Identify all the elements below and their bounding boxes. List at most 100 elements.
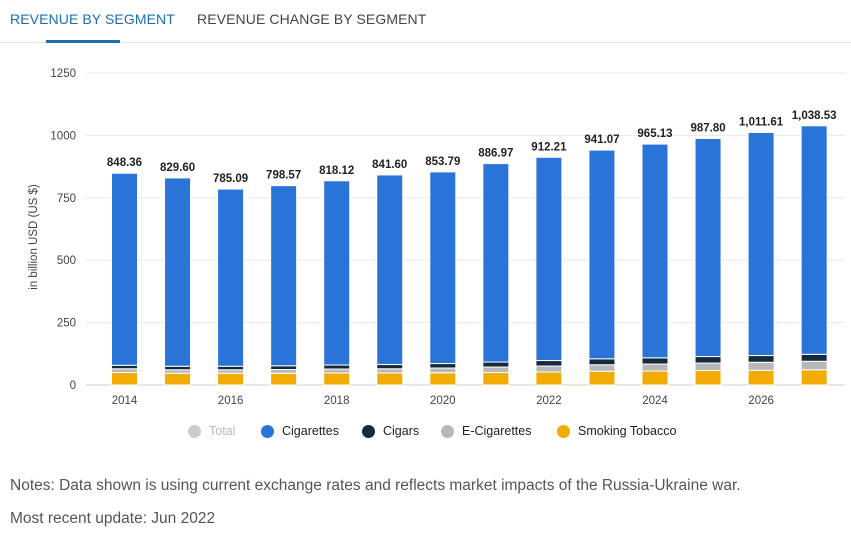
- bar-segment-e-cigarettes: [164, 369, 192, 374]
- bar-segment-cigars: [694, 356, 722, 364]
- bar-segment-e-cigarettes: [111, 368, 138, 374]
- data-label-total: 1,038.53: [792, 110, 837, 122]
- bar-segment-cigarettes: [270, 185, 298, 367]
- bar-segment-e-cigarettes: [588, 364, 616, 372]
- bar-segment-smoking-tobacco: [535, 371, 563, 386]
- legend-label-cigarettes: Cigarettes: [282, 424, 339, 438]
- bar-segment-cigars: [747, 355, 775, 363]
- bar-segment-cigarettes: [641, 143, 669, 359]
- bar-segment-cigarettes: [164, 177, 192, 367]
- bar-segment-e-cigarettes: [323, 368, 351, 374]
- bar-segment-e-cigarettes: [800, 360, 828, 371]
- bar-segment-cigarettes: [376, 174, 404, 366]
- bar-segment-cigars: [800, 353, 828, 362]
- x-tick-label: 2020: [430, 395, 456, 407]
- data-label-total: 829.60: [160, 162, 195, 174]
- bar-segment-e-cigarettes: [376, 368, 404, 374]
- legend-dot-cigarettes: [261, 424, 274, 438]
- y-tick-label: 1000: [50, 130, 76, 142]
- bar-segment-e-cigarettes: [694, 362, 722, 372]
- x-tick-label: 2024: [642, 395, 668, 407]
- x-tick-label: 2016: [218, 395, 244, 407]
- bar-segment-e-cigarettes: [270, 369, 298, 374]
- data-label-total: 886.97: [478, 148, 513, 160]
- bar-segment-cigars: [323, 364, 351, 370]
- legend-dot-cigars: [362, 424, 375, 438]
- bar-segment-cigars: [588, 358, 616, 366]
- bar-segment-smoking-tobacco: [747, 369, 775, 386]
- bar-segment-smoking-tobacco: [217, 372, 245, 386]
- bar-segment-cigars: [164, 365, 192, 371]
- legend-dot-e-cigarettes: [441, 424, 454, 438]
- bar-segment-cigars: [111, 364, 138, 370]
- data-label-total: 798.57: [266, 170, 301, 182]
- tab-revenue-by-segment[interactable]: REVENUE BY SEGMENT: [10, 11, 175, 27]
- bar-segment-smoking-tobacco: [429, 372, 457, 386]
- x-tick-label: 2018: [324, 395, 350, 407]
- bar-segment-e-cigarettes: [429, 367, 457, 374]
- bar-segment-smoking-tobacco: [588, 370, 616, 386]
- bar-segment-smoking-tobacco: [376, 372, 404, 386]
- data-label-total: 853.79: [425, 156, 460, 168]
- legend-item-cigars[interactable]: Cigars: [362, 424, 419, 438]
- legend-label-smoking-tobacco: Smoking Tobacco: [578, 424, 677, 438]
- bar-segment-smoking-tobacco: [111, 372, 138, 386]
- bar-segment-cigarettes: [111, 172, 138, 366]
- active-tab-indicator: [46, 40, 120, 43]
- chart-legend: Total Cigarettes Cigars E-Cigarettes Smo…: [0, 424, 851, 444]
- bar-segment-e-cigarettes: [747, 361, 775, 371]
- bar-segment-cigars: [641, 357, 669, 365]
- data-label-total: 818.12: [319, 165, 354, 177]
- bar-segment-smoking-tobacco: [800, 369, 828, 386]
- x-tick-label: 2026: [748, 395, 774, 407]
- bar-segment-smoking-tobacco: [694, 370, 722, 386]
- bar-segment-smoking-tobacco: [270, 372, 298, 386]
- bar-segment-cigarettes: [429, 171, 457, 365]
- bar-segment-cigarettes: [747, 132, 775, 357]
- bar-segment-cigars: [535, 360, 563, 367]
- legend-item-total[interactable]: Total: [188, 424, 235, 438]
- y-tick-label: 500: [57, 255, 76, 267]
- bar-segment-cigarettes: [800, 125, 828, 355]
- bar-segment-cigarettes: [217, 188, 245, 367]
- bar-segment-cigars: [429, 363, 457, 369]
- bar-segment-cigars: [270, 365, 298, 371]
- legend-item-cigarettes[interactable]: Cigarettes: [261, 424, 339, 438]
- data-label-total: 785.09: [213, 173, 248, 185]
- legend-label-cigars: Cigars: [383, 424, 420, 438]
- data-label-total: 848.36: [107, 157, 142, 169]
- y-tick-label: 750: [57, 193, 76, 205]
- bar-segment-cigarettes: [694, 137, 722, 358]
- bar-segment-e-cigarettes: [217, 369, 245, 374]
- data-label-total: 987.80: [690, 122, 725, 134]
- tab-revenue-change-by-segment[interactable]: REVENUE CHANGE BY SEGMENT: [197, 11, 427, 27]
- legend-dot-smoking-tobacco: [557, 424, 570, 438]
- bar-segment-cigarettes: [588, 149, 616, 360]
- bar-segment-smoking-tobacco: [323, 372, 351, 386]
- revenue-chart: 0 250 500 750 1000 1250 in billion USD (US $) 8…: [28, 68, 845, 407]
- bar-segment-cigarettes: [323, 180, 351, 366]
- data-label-total: 1,011.61: [739, 117, 784, 129]
- legend-item-e-cigarettes[interactable]: E-Cigarettes: [441, 424, 531, 438]
- bar-segment-cigarettes: [482, 163, 510, 363]
- bar-segment-smoking-tobacco: [164, 372, 192, 386]
- x-tick-label: 2022: [536, 395, 562, 407]
- legend-label-e-cigarettes: E-Cigarettes: [462, 424, 532, 438]
- data-label-total: 965.13: [637, 128, 672, 140]
- data-label-total: 941.07: [584, 134, 619, 146]
- legend-dot-total: [188, 424, 201, 438]
- bar-segment-e-cigarettes: [641, 363, 669, 372]
- chart-notes: Notes: Data shown is using current excha…: [10, 477, 741, 494]
- legend-label-total: Total: [209, 424, 236, 438]
- data-label-total: 841.60: [372, 159, 407, 171]
- bar-segment-e-cigarettes: [482, 366, 510, 374]
- y-tick-label: 250: [57, 318, 76, 330]
- bar-segment-e-cigarettes: [535, 365, 563, 373]
- data-label-total: 912.21: [531, 141, 567, 153]
- bar-segment-smoking-tobacco: [482, 372, 510, 386]
- bar-segment-smoking-tobacco: [641, 370, 669, 386]
- y-tick-label: 0: [70, 380, 76, 392]
- last-update-note: Most recent update: Jun 2022: [10, 510, 216, 527]
- tab-bar: REVENUE BY SEGMENT REVENUE CHANGE BY SEG…: [0, 0, 851, 43]
- legend-item-smoking-tobacco[interactable]: Smoking Tobacco: [557, 424, 676, 438]
